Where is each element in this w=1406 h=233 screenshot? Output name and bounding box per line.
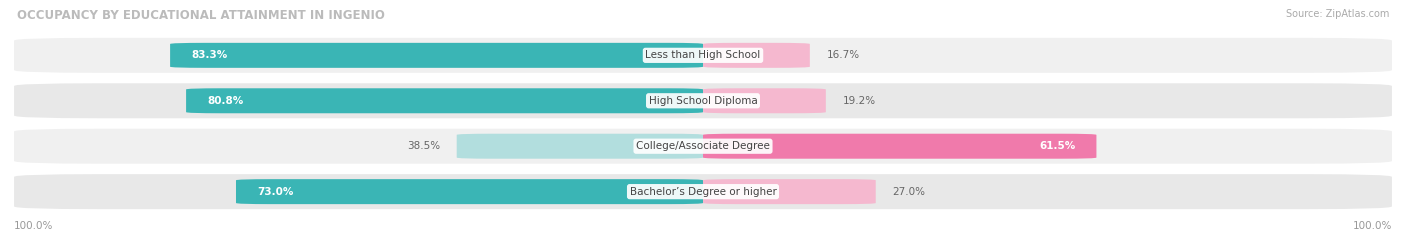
Text: Bachelor’s Degree or higher: Bachelor’s Degree or higher [630,187,776,197]
FancyBboxPatch shape [14,174,1392,209]
Text: 16.7%: 16.7% [827,50,860,60]
Text: 80.8%: 80.8% [207,96,243,106]
FancyBboxPatch shape [14,38,1392,73]
FancyBboxPatch shape [703,179,876,204]
Text: 100.0%: 100.0% [14,221,53,231]
Text: OCCUPANCY BY EDUCATIONAL ATTAINMENT IN INGENIO: OCCUPANCY BY EDUCATIONAL ATTAINMENT IN I… [17,9,385,22]
FancyBboxPatch shape [703,134,1097,159]
Text: 38.5%: 38.5% [406,141,440,151]
FancyBboxPatch shape [14,129,1392,164]
Text: High School Diploma: High School Diploma [648,96,758,106]
FancyBboxPatch shape [186,88,703,113]
FancyBboxPatch shape [703,88,825,113]
FancyBboxPatch shape [703,43,810,68]
Text: College/Associate Degree: College/Associate Degree [636,141,770,151]
Text: 61.5%: 61.5% [1039,141,1076,151]
FancyBboxPatch shape [236,179,703,204]
Text: Source: ZipAtlas.com: Source: ZipAtlas.com [1285,9,1389,19]
Text: 27.0%: 27.0% [893,187,925,197]
FancyBboxPatch shape [170,43,703,68]
Text: 83.3%: 83.3% [191,50,228,60]
Text: 100.0%: 100.0% [1353,221,1392,231]
Text: 73.0%: 73.0% [257,187,294,197]
Text: Less than High School: Less than High School [645,50,761,60]
Text: 19.2%: 19.2% [842,96,876,106]
FancyBboxPatch shape [14,83,1392,118]
FancyBboxPatch shape [457,134,703,159]
